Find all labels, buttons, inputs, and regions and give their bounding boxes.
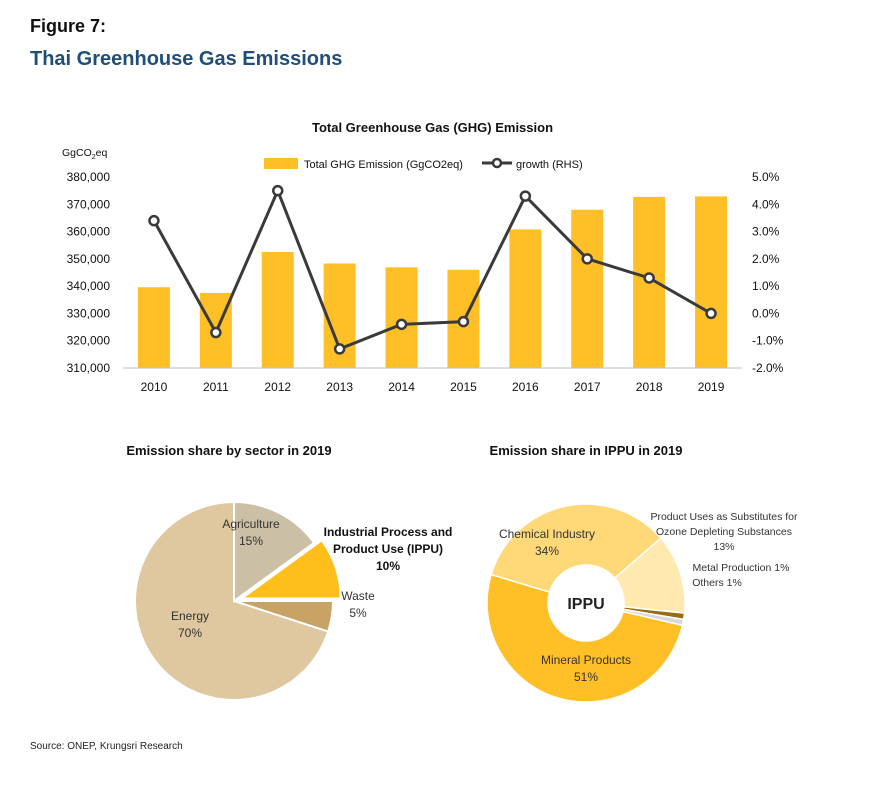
slice-value: 15% xyxy=(239,534,263,548)
growth-point-2010 xyxy=(148,214,160,227)
legend-label-bar: Total GHG Emission (GgCO2eq) xyxy=(304,159,463,171)
slice-label: Chemical Industry xyxy=(499,527,595,541)
ippu-donut-chart: Emission share in IPPU in 2019 IPPU Chemic… xyxy=(486,443,798,703)
slice-label: Metal Production 1% xyxy=(693,562,790,574)
legend-swatch-bar xyxy=(264,158,298,169)
chart-title: Total Greenhouse Gas (GHG) Emission xyxy=(312,120,553,135)
sector-pie-chart: Emission share by sector in 2019 Energy 70… xyxy=(126,443,453,701)
y-tick-label: 340,000 xyxy=(67,279,111,293)
donut-slice-mineral xyxy=(486,573,684,703)
y-tick-label: 330,000 xyxy=(67,306,111,320)
y2-tick-label: 2.0% xyxy=(752,252,780,266)
slice-label: Industrial Process and xyxy=(324,525,453,539)
y-tick-label: 380,000 xyxy=(67,170,111,184)
slice-value: 13% xyxy=(713,541,734,553)
ghg-emission-chart: Total Greenhouse Gas (GHG) Emission GgCO2… xyxy=(62,120,784,394)
bar-ghg-2019 xyxy=(695,196,728,368)
y-tick-label: 360,000 xyxy=(67,225,111,239)
y-tick-label: 310,000 xyxy=(67,361,111,375)
bar-ghg-2012 xyxy=(261,252,294,368)
figure-title: Thai Greenhouse Gas Emissions xyxy=(30,48,343,70)
growth-point-2014 xyxy=(395,318,408,331)
chart-title: Emission share in IPPU in 2019 xyxy=(490,443,683,458)
donut-center-label: IPPU xyxy=(567,596,604,613)
y2-tick-label: 5.0% xyxy=(752,170,780,184)
figure-label: Figure 7: xyxy=(30,16,107,36)
slice-value: 51% xyxy=(574,670,598,684)
donut-slice-metal xyxy=(622,606,686,621)
bar-ghg-2016 xyxy=(509,229,542,368)
growth-point-2016 xyxy=(519,190,532,202)
growth-point-2011 xyxy=(210,326,222,339)
slice-label: Energy xyxy=(171,609,209,623)
pie-slice-agriculture xyxy=(233,500,316,603)
x-tick-label: 2017 xyxy=(574,380,601,394)
slice-value: 70% xyxy=(178,626,202,640)
slice-value: 34% xyxy=(535,544,559,558)
bar-ghg-2014 xyxy=(385,267,418,368)
legend-label-line: growth (RHS) xyxy=(516,159,583,171)
legend-marker-line xyxy=(491,157,503,169)
y2-tick-label: -1.0% xyxy=(752,334,784,348)
y-tick-label: 370,000 xyxy=(67,197,111,211)
growth-point-2018 xyxy=(643,272,655,284)
pie-slice-industrial xyxy=(238,538,342,600)
y-tick-label: 320,000 xyxy=(67,334,111,348)
chart-title: Emission share by sector in 2019 xyxy=(126,443,331,458)
x-tick-label: 2013 xyxy=(326,380,353,394)
source-note: Source: ONEP, Krungsri Research xyxy=(30,741,183,752)
slice-label: Product Use (IPPU) xyxy=(333,542,443,556)
x-tick-label: 2015 xyxy=(450,380,477,394)
y2-tick-label: 1.0% xyxy=(752,279,780,293)
y2-tick-label: 4.0% xyxy=(752,197,780,211)
x-tick-label: 2019 xyxy=(698,380,725,394)
growth-point-2013 xyxy=(333,343,346,355)
growth-point-2015 xyxy=(457,315,470,328)
growth-point-2017 xyxy=(581,253,593,265)
donut-slice-chemical xyxy=(490,503,662,594)
slice-value: 10% xyxy=(376,559,400,573)
y2-tick-label: 0.0% xyxy=(752,306,780,320)
x-tick-label: 2010 xyxy=(141,380,168,394)
x-tick-label: 2016 xyxy=(512,380,539,394)
y2-tick-label: 3.0% xyxy=(752,225,780,239)
y-tick-label: 350,000 xyxy=(67,252,111,266)
growth-point-2012 xyxy=(272,184,284,197)
bar-ghg-2017 xyxy=(571,209,604,368)
x-tick-label: 2014 xyxy=(388,380,415,394)
x-tick-label: 2012 xyxy=(264,380,291,394)
slice-label: Ozone Depleting Substances xyxy=(656,526,792,538)
slice-label: Waste xyxy=(341,589,375,603)
slice-label: Agriculture xyxy=(222,517,280,531)
y2-tick-label: -2.0% xyxy=(752,361,784,375)
growth-line xyxy=(152,186,712,351)
slice-label: Mineral Products xyxy=(541,653,631,667)
pie-slice-energy xyxy=(134,500,330,701)
bar-ghg-2010 xyxy=(137,287,170,368)
x-tick-label: 2011 xyxy=(203,380,229,394)
x-tick-label: 2018 xyxy=(636,380,663,394)
slice-label: Others 1% xyxy=(692,577,742,589)
slice-label: Product Uses as Substitutes for xyxy=(650,511,798,523)
slice-value: 5% xyxy=(349,606,367,620)
growth-point-2019 xyxy=(705,307,717,320)
y-axis-label: GgCO2eq xyxy=(62,147,108,161)
